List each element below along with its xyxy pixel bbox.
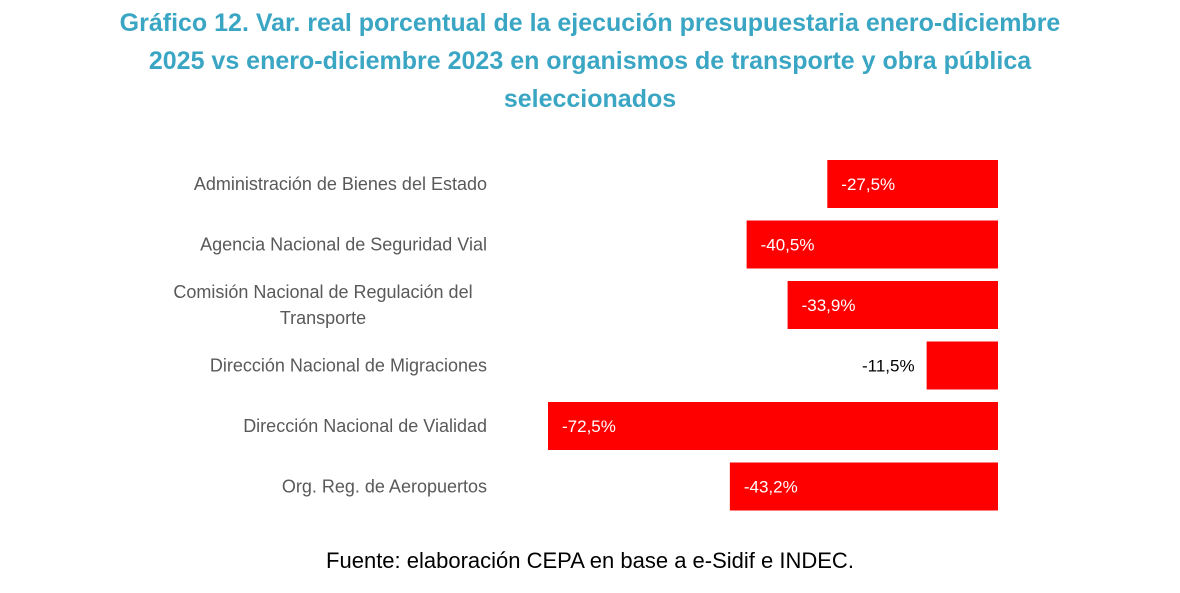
data-label: -27,5% [841,175,895,194]
category-label-line: Dirección Nacional de Migraciones [210,356,487,376]
bar [926,341,998,390]
category-label: Agencia Nacional de Seguridad Vial [200,235,487,255]
bar [729,462,998,511]
category-label: Comisión Nacional de Regulación del Trans… [173,282,472,328]
category-label-line: Dirección Nacional de Vialidad [243,416,487,436]
data-label: -40,5% [761,236,815,255]
bar [548,402,998,450]
data-label: -33,9% [802,296,856,315]
bar [787,281,998,329]
category-label-line: Transporte [280,308,366,328]
data-label: -72,5% [562,417,616,436]
category-label-line: Administración de Bienes del Estado [194,174,487,194]
category-label-line: Org. Reg. de Aeropuertos [282,477,487,497]
data-label: -43,2% [744,478,798,497]
category-label: Dirección Nacional de Vialidad [243,416,487,436]
bar [827,160,998,208]
bar [746,220,998,269]
category-label: Dirección Nacional de Migraciones [210,356,487,376]
chart-title: Gráfico 12. Var. real porcentual de la e… [20,4,1160,118]
category-label-line: Agencia Nacional de Seguridad Vial [200,235,487,255]
data-label: -11,5% [862,357,915,376]
category-label: Administración de Bienes del Estado [194,174,487,194]
category-label: Org. Reg. de Aeropuertos [282,477,487,497]
chart-title-line: Gráfico 12. Var. real porcentual de la e… [119,9,1061,37]
chart-title-line: seleccionados [503,85,677,113]
category-label-line: Comisión Nacional de Regulación del [173,282,472,302]
source-note: Fuente: elaboración CEPA en base a e-Sid… [326,548,854,573]
chart-title-line: 2025 vs enero-diciembre 2023 en organism… [148,47,1032,75]
